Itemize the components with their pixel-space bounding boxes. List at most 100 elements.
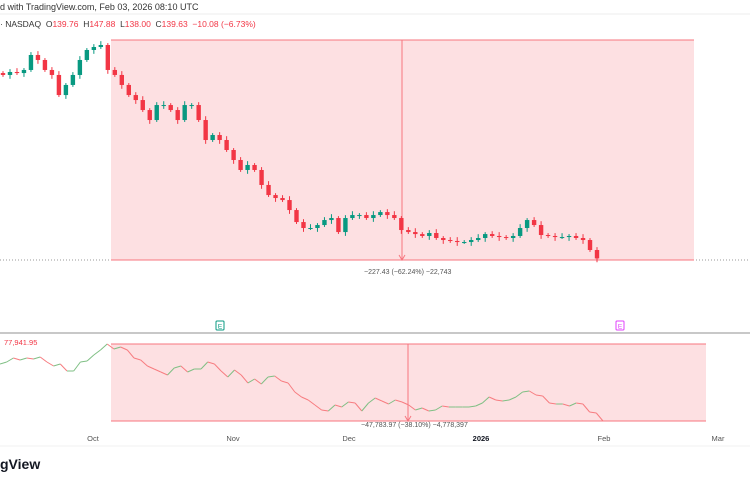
indicator-line-segment	[381, 400, 389, 405]
indicator-line-segment	[529, 390, 537, 396]
symbol-legend: · NASDAQ O139.76 H147.88 L138.00 C139.63…	[0, 19, 256, 29]
indicator-line-segment	[395, 399, 403, 403]
candle	[49, 69, 55, 75]
candle	[496, 235, 502, 238]
indicator-line-segment	[522, 390, 530, 393]
candle	[378, 212, 383, 216]
indicator-line-segment	[334, 404, 342, 408]
indicator-line-segment	[59, 363, 68, 372]
candle	[28, 54, 34, 70]
indicator-line-segment	[595, 412, 604, 422]
x-axis-tick: Feb	[597, 434, 611, 443]
indicator-line-segment	[468, 405, 476, 408]
candle	[182, 105, 187, 121]
candle	[580, 238, 586, 241]
indicator-line-segment	[582, 403, 590, 413]
indicator-line-segment	[207, 361, 215, 365]
indicator-line-segment	[374, 397, 383, 402]
candle	[154, 105, 159, 121]
indicator-line-segment	[327, 404, 336, 412]
close-value: 139.63	[161, 19, 188, 29]
candle	[56, 74, 62, 96]
candle	[0, 73, 6, 75]
indicator-line-segment	[240, 374, 249, 384]
candle	[322, 220, 327, 226]
candle	[573, 235, 579, 238]
candle	[294, 210, 299, 223]
indicator-line-segment	[535, 394, 543, 397]
candle	[245, 164, 250, 170]
indicator-line-segment	[133, 357, 141, 361]
candle	[587, 240, 593, 251]
indicator-line-segment	[33, 356, 41, 360]
indicator-line-segment	[120, 346, 128, 351]
indicator-line-segment	[401, 401, 409, 406]
indicator-line-segment	[515, 391, 523, 398]
arrow-down-icon	[398, 254, 406, 261]
candle	[469, 240, 474, 243]
indicator-line-segment	[589, 411, 597, 414]
indicator-line-segment	[502, 399, 510, 402]
x-axis-tick: Nov	[226, 434, 240, 443]
indicator-line-segment	[388, 399, 396, 405]
indicator-line-segment	[408, 404, 416, 411]
candle	[420, 234, 425, 236]
indicator-line-segment	[321, 409, 329, 412]
indicator-line-segment	[153, 368, 162, 373]
candle	[231, 150, 236, 160]
indicator-line-segment	[341, 401, 349, 408]
indicator-line-segment	[46, 361, 54, 367]
indicator-line-segment	[287, 382, 296, 393]
indicator-line-segment	[106, 343, 115, 350]
indicator-line-segment	[361, 402, 369, 412]
candle	[399, 218, 404, 231]
candle	[434, 233, 439, 238]
indicator-line-segment	[200, 361, 209, 370]
candle	[280, 198, 285, 201]
x-axis-tick: 2026	[472, 434, 490, 443]
candle	[357, 215, 362, 217]
chart-header: d with TradingView.com, Feb 03, 2026 08:…	[0, 2, 199, 12]
arrow-down-icon	[404, 415, 412, 422]
earnings-marker-icon	[615, 320, 625, 331]
indicator-line-segment	[508, 396, 517, 401]
candle	[252, 164, 257, 170]
candle	[531, 220, 537, 226]
candle	[336, 218, 341, 233]
indicator-line-segment	[26, 357, 34, 360]
indicator-range-label: −47,783.97 (−38.10%) −4,778,397	[361, 422, 468, 429]
candle	[406, 230, 411, 233]
candle	[196, 105, 201, 121]
indicator-line-segment	[314, 404, 322, 411]
indicator-line-segment	[549, 402, 557, 405]
indicator-line-segment	[6, 357, 14, 363]
indicator-line-segment	[80, 360, 88, 363]
indicator-top-value: 77,941.95	[4, 338, 38, 347]
tradingview-logo-text: gView	[0, 456, 41, 472]
indicator-line-segment	[100, 343, 108, 351]
indicator-line-segment	[421, 407, 430, 412]
indicator-line-segment	[569, 402, 577, 407]
indicator-line-segment	[495, 399, 503, 402]
candle	[455, 240, 460, 243]
candle	[119, 74, 124, 85]
indicator-line-segment	[294, 391, 302, 398]
candle	[566, 235, 572, 238]
candle	[350, 215, 355, 219]
candle	[287, 200, 292, 211]
candle	[371, 215, 376, 219]
indicator-line-segment	[442, 405, 449, 408]
candle	[77, 59, 83, 75]
x-axis-tick: Mar	[711, 434, 725, 443]
candle	[105, 44, 111, 70]
candle	[224, 140, 229, 150]
candle	[301, 222, 306, 229]
candle	[559, 237, 565, 239]
candle	[203, 120, 208, 141]
candle	[161, 105, 166, 107]
candle	[315, 225, 320, 229]
indicator-line-segment	[301, 396, 309, 401]
candle	[462, 242, 467, 244]
candle	[503, 237, 509, 239]
